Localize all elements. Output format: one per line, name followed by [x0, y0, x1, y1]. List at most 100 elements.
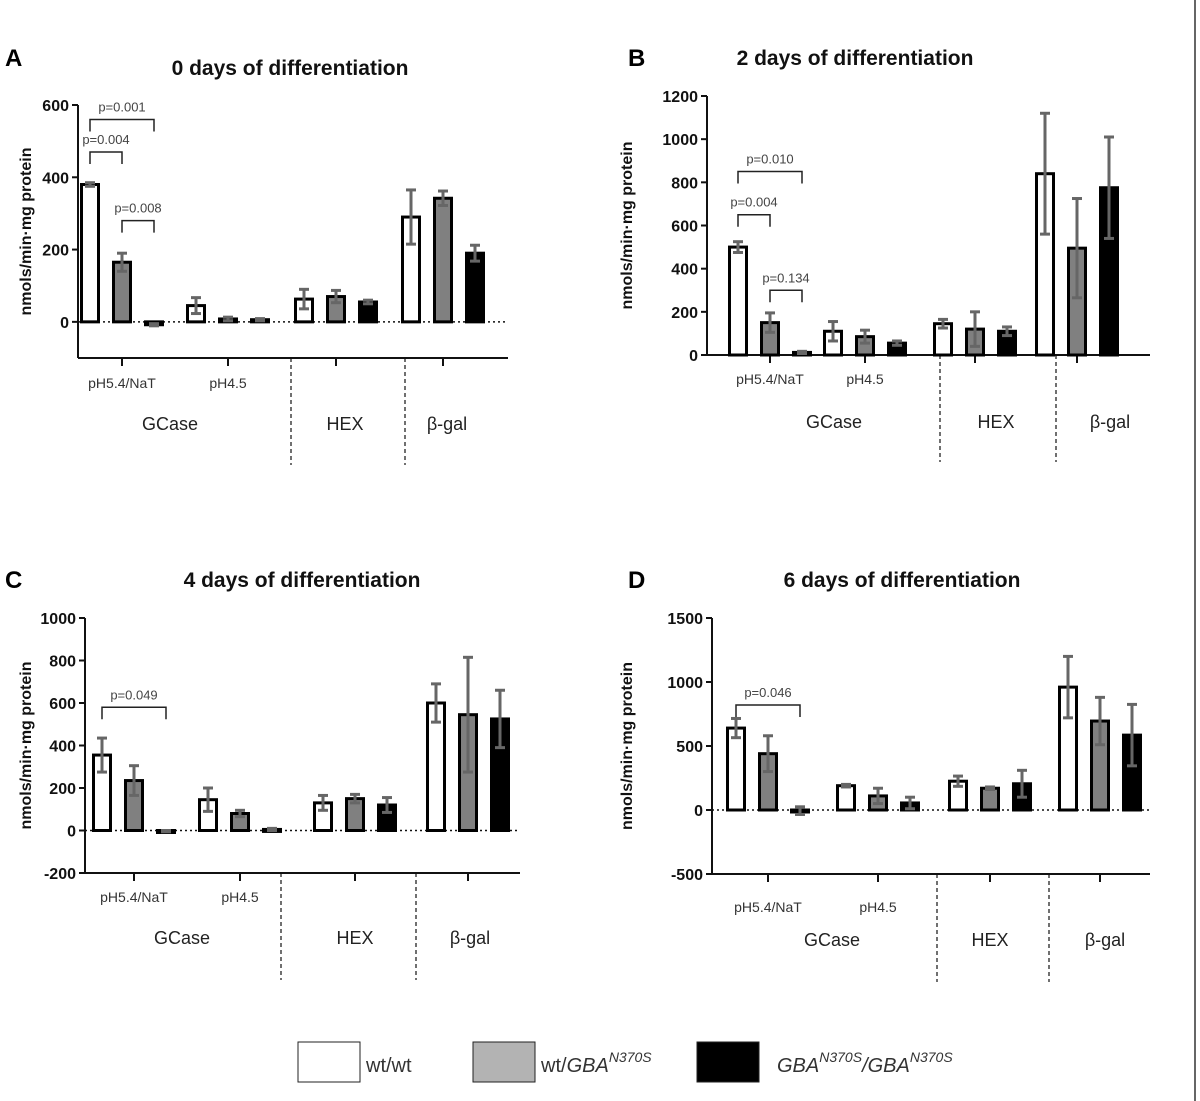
- error-bar: [953, 774, 963, 788]
- legend-label-part: N370S: [609, 1049, 652, 1065]
- legend-label-part: GBA: [777, 1055, 819, 1077]
- error-bar: [85, 181, 95, 188]
- x-group-label: GCase: [804, 930, 860, 950]
- p-value-label: p=0.004: [730, 195, 777, 210]
- y-tick-label: -500: [671, 867, 703, 884]
- error-bar: [938, 317, 948, 330]
- error-bar: [970, 310, 980, 348]
- y-tick-label: 500: [676, 739, 703, 756]
- panel-d: D 6 days of differentiation nmols/min·mg p…: [619, 567, 1150, 982]
- error-bar: [763, 734, 773, 774]
- x-category-label: pH4.5: [859, 899, 897, 915]
- x-group-label: GCase: [142, 414, 198, 434]
- p-value-label: p=0.010: [746, 152, 793, 167]
- error-bar: [431, 682, 441, 724]
- error-bar: [267, 826, 277, 832]
- y-tick-label: 200: [42, 243, 69, 260]
- error-bar: [470, 243, 480, 263]
- chart-title: 2 days of differentiation: [737, 47, 974, 70]
- error-bar: [733, 240, 743, 254]
- error-bar: [350, 792, 360, 805]
- error-bar: [828, 320, 838, 343]
- y-tick-label: 0: [60, 315, 69, 332]
- chart-title: 4 days of differentiation: [184, 569, 421, 592]
- p-value-label: p=0.134: [762, 270, 809, 285]
- y-tick-label: 600: [42, 98, 69, 115]
- error-bar: [841, 782, 851, 789]
- y-tick-label: 200: [49, 781, 76, 798]
- y-tick-label: 400: [42, 170, 69, 187]
- x-group-label: β-gal: [1090, 412, 1130, 432]
- error-bar: [1040, 111, 1050, 236]
- panel-c: C 4 days of differentiation nmols/min·mg p…: [5, 567, 520, 980]
- y-tick-label: 600: [49, 696, 76, 713]
- p-value-label: p=0.046: [744, 685, 791, 700]
- y-tick-label: 200: [671, 305, 698, 322]
- y-tick-label: -200: [44, 866, 76, 883]
- error-bar: [97, 736, 107, 774]
- y-axis-label: nmols/min·mg protein: [619, 662, 636, 830]
- legend-label-part: N370S: [819, 1049, 862, 1065]
- error-bar: [255, 317, 265, 323]
- legend-item: GBAN370S/GBAN370S: [696, 1041, 953, 1083]
- y-tick-label: 800: [671, 175, 698, 192]
- bar: [465, 251, 485, 324]
- error-bar: [235, 808, 245, 819]
- y-tick-label: 400: [49, 739, 76, 756]
- significance-bracket: [89, 118, 155, 132]
- significance-bracket: [769, 289, 803, 303]
- legend-label-part: GBA: [868, 1055, 910, 1077]
- legend-label-part: wt/: [540, 1055, 567, 1077]
- error-bar: [905, 795, 915, 811]
- x-group-label: β-gal: [1085, 930, 1125, 950]
- error-bar: [795, 805, 805, 816]
- error-bar: [203, 786, 213, 813]
- legend-label: wt/GBAN370S: [540, 1049, 652, 1077]
- x-group-label: β-gal: [450, 928, 490, 948]
- chart-title: 0 days of differentiation: [172, 57, 409, 80]
- legend-label: GBAN370S/GBAN370S: [777, 1049, 953, 1077]
- x-group-label: HEX: [971, 930, 1008, 950]
- y-tick-label: 600: [671, 219, 698, 236]
- panel-letter: A: [5, 45, 22, 72]
- x-group-label: GCase: [154, 928, 210, 948]
- bar: [980, 786, 1000, 812]
- legend: wt/wt wt/GBAN370S GBAN370S/GBAN370S: [297, 1041, 953, 1083]
- y-tick-label: 0: [694, 803, 703, 820]
- legend-swatch: [297, 1041, 361, 1083]
- error-bar: [892, 339, 902, 347]
- legend-swatch: [472, 1041, 536, 1083]
- significance-bracket: [89, 151, 123, 164]
- y-tick-label: 1200: [662, 89, 698, 106]
- x-group-label: HEX: [977, 412, 1014, 432]
- legend-item: wt/wt: [297, 1041, 412, 1083]
- x-category-label: pH5.4/NaT: [736, 371, 804, 387]
- y-axis-label: nmols/min·mg protein: [619, 142, 636, 310]
- panel-letter: B: [628, 45, 645, 72]
- error-bar: [117, 251, 127, 273]
- legend-item: wt/GBAN370S: [472, 1041, 652, 1083]
- error-bar: [731, 716, 741, 740]
- error-bar: [191, 296, 201, 316]
- bar: [836, 784, 856, 812]
- bar: [433, 196, 453, 324]
- x-group-label: β-gal: [427, 414, 467, 434]
- error-bar: [873, 786, 883, 806]
- y-tick-label: 0: [689, 348, 698, 365]
- error-bar: [1072, 197, 1082, 300]
- error-bar: [860, 328, 870, 345]
- x-category-label: pH4.5: [221, 889, 259, 905]
- p-value-label: p=0.008: [114, 201, 161, 216]
- error-bar: [1002, 325, 1012, 338]
- p-value-label: p=0.001: [98, 99, 145, 114]
- panel-letter: D: [628, 567, 645, 594]
- x-category-label: pH5.4/NaT: [100, 889, 168, 905]
- y-tick-label: 0: [67, 824, 76, 841]
- y-tick-label: 1000: [667, 675, 703, 692]
- error-bar: [438, 189, 448, 207]
- y-tick-label: 1500: [667, 611, 703, 628]
- significance-bracket: [735, 704, 801, 718]
- y-tick-label: 400: [671, 262, 698, 279]
- error-bar: [318, 793, 328, 812]
